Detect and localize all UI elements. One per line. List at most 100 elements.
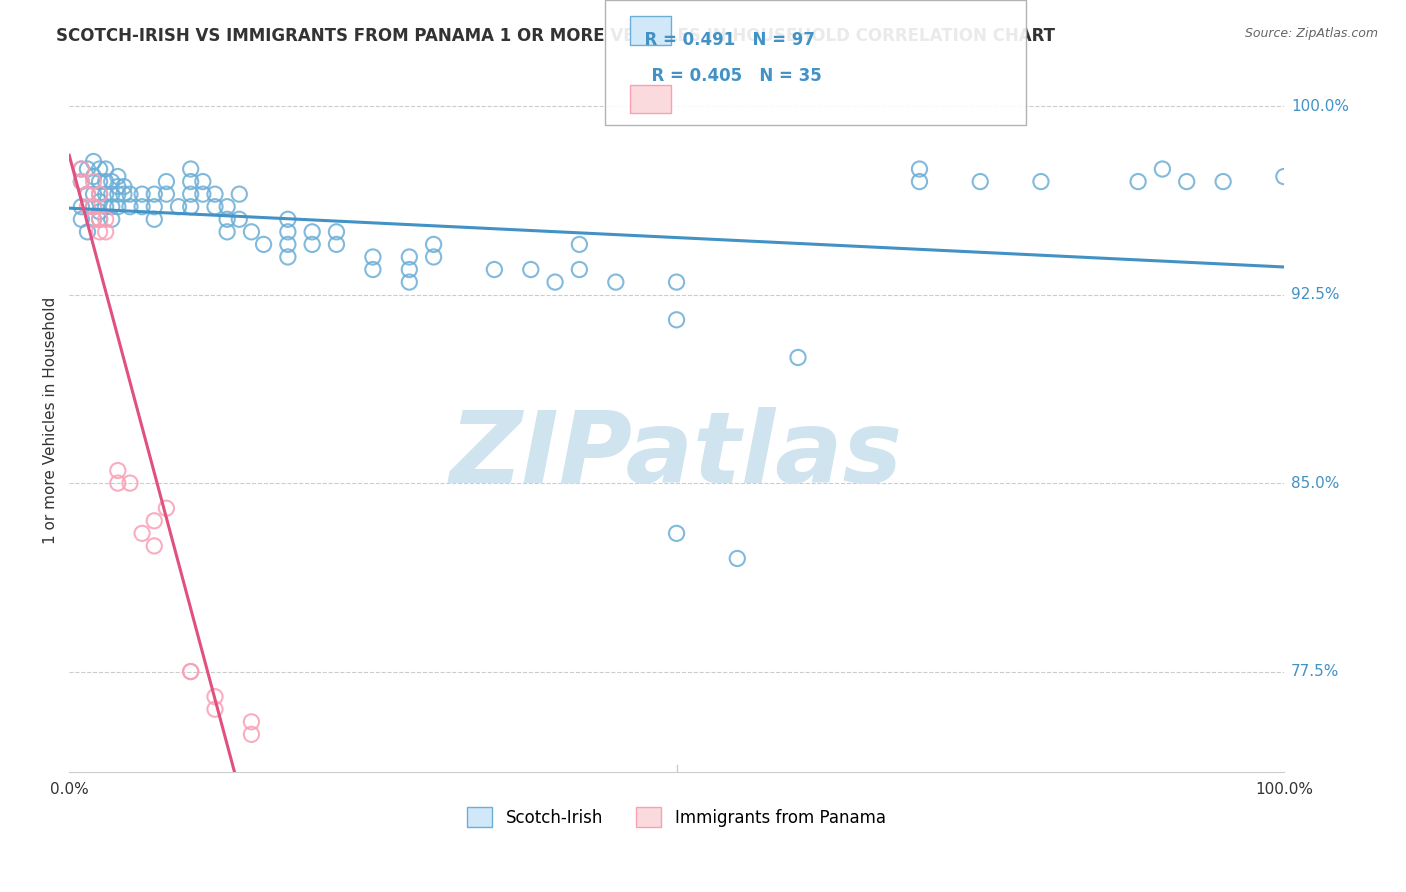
Text: 85.0%: 85.0% xyxy=(1291,475,1339,491)
Point xyxy=(204,690,226,704)
Point xyxy=(100,175,122,189)
Text: ZIPatlas: ZIPatlas xyxy=(450,407,903,504)
Point xyxy=(398,275,420,289)
Point xyxy=(89,204,111,219)
Point xyxy=(277,250,299,264)
Point xyxy=(568,237,591,252)
Point xyxy=(217,212,239,227)
Text: SCOTCH-IRISH VS IMMIGRANTS FROM PANAMA 1 OR MORE VEHICLES IN HOUSEHOLD CORRELATI: SCOTCH-IRISH VS IMMIGRANTS FROM PANAMA 1… xyxy=(56,27,1056,45)
Point xyxy=(277,212,299,227)
Point xyxy=(1029,175,1052,189)
Text: 100.0%: 100.0% xyxy=(1291,99,1348,113)
Point xyxy=(1272,169,1295,184)
Point xyxy=(544,275,567,289)
Point xyxy=(76,187,98,202)
Point xyxy=(155,187,177,202)
Point xyxy=(398,262,420,277)
Point xyxy=(240,727,263,741)
Text: 77.5%: 77.5% xyxy=(1291,664,1339,679)
Point xyxy=(131,200,153,214)
Point xyxy=(76,161,98,176)
Point xyxy=(94,212,117,227)
Point xyxy=(143,187,166,202)
Text: Source: ZipAtlas.com: Source: ZipAtlas.com xyxy=(1244,27,1378,40)
Point xyxy=(191,175,214,189)
Point xyxy=(143,200,166,214)
Point xyxy=(155,501,177,516)
Point xyxy=(301,225,323,239)
Point xyxy=(70,200,93,214)
Point xyxy=(70,161,93,176)
Point xyxy=(143,212,166,227)
Point xyxy=(83,169,105,184)
Point xyxy=(155,175,177,189)
Point xyxy=(70,175,93,189)
Point xyxy=(83,175,105,189)
Point xyxy=(70,161,93,176)
Point xyxy=(1126,175,1149,189)
Point xyxy=(107,476,129,491)
Point xyxy=(228,187,250,202)
Point xyxy=(107,169,129,184)
Point xyxy=(89,225,111,239)
Point xyxy=(131,526,153,541)
Point xyxy=(217,225,239,239)
Point xyxy=(83,212,105,227)
Point xyxy=(398,250,420,264)
Point xyxy=(240,225,263,239)
Point xyxy=(89,187,111,202)
Point xyxy=(361,262,384,277)
Point xyxy=(787,351,810,365)
Point xyxy=(94,175,117,189)
Point xyxy=(484,262,506,277)
Y-axis label: 1 or more Vehicles in Household: 1 or more Vehicles in Household xyxy=(44,297,58,544)
Point xyxy=(89,187,111,202)
Point xyxy=(180,200,202,214)
Point xyxy=(89,212,111,227)
Point xyxy=(143,539,166,553)
Point xyxy=(89,161,111,176)
Point xyxy=(107,464,129,478)
Point xyxy=(76,200,98,214)
Point xyxy=(131,187,153,202)
Point xyxy=(665,526,688,541)
Point xyxy=(325,237,347,252)
Point xyxy=(83,212,105,227)
Point xyxy=(89,175,111,189)
Point xyxy=(118,476,141,491)
Point xyxy=(180,665,202,679)
Point xyxy=(118,187,141,202)
Point xyxy=(908,175,931,189)
Point xyxy=(725,551,748,566)
Point xyxy=(520,262,543,277)
Point xyxy=(83,200,105,214)
Point xyxy=(83,200,105,214)
Point xyxy=(240,714,263,729)
Point xyxy=(100,212,122,227)
Point xyxy=(969,175,991,189)
Point xyxy=(167,200,190,214)
Point xyxy=(204,200,226,214)
Point xyxy=(191,187,214,202)
Point xyxy=(70,212,93,227)
Point xyxy=(252,237,274,252)
Point xyxy=(89,194,111,209)
Text: 92.5%: 92.5% xyxy=(1291,287,1340,302)
Point xyxy=(1212,175,1234,189)
Point xyxy=(422,237,444,252)
Point xyxy=(83,187,105,202)
Point xyxy=(908,161,931,176)
Point xyxy=(143,514,166,528)
Point xyxy=(112,179,135,194)
Point xyxy=(665,275,688,289)
Point xyxy=(94,225,117,239)
Point xyxy=(217,200,239,214)
Point xyxy=(422,250,444,264)
Point xyxy=(76,187,98,202)
Point xyxy=(107,187,129,202)
Point xyxy=(361,250,384,264)
Point xyxy=(1152,161,1174,176)
Text: R = 0.405   N = 35: R = 0.405 N = 35 xyxy=(640,67,821,85)
Point xyxy=(83,154,105,169)
Point xyxy=(180,665,202,679)
